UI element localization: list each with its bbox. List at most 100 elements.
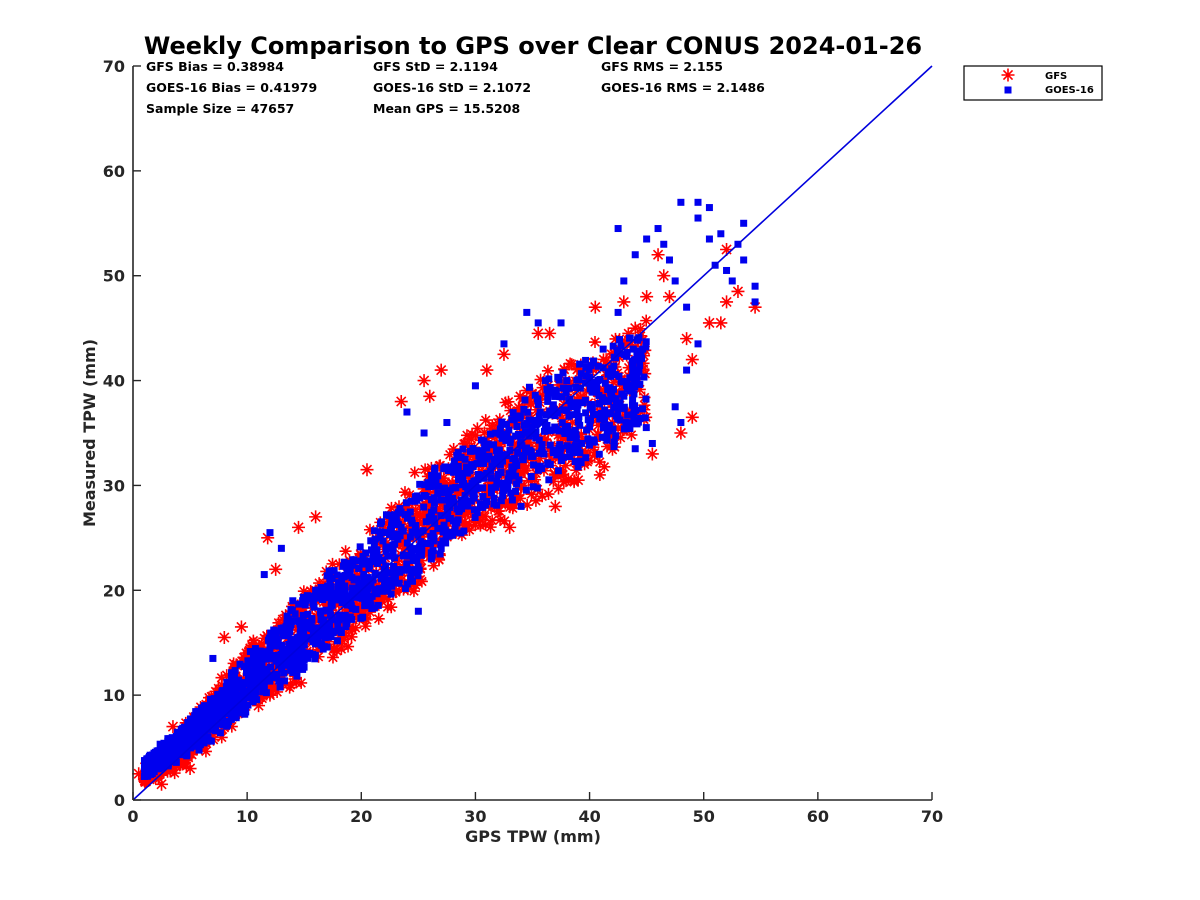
goes-point: [563, 429, 571, 437]
goes-point: [402, 585, 410, 593]
goes-point: [389, 533, 397, 541]
goes-point: [406, 508, 414, 516]
goes-point: [406, 543, 414, 551]
goes-point: [626, 425, 634, 433]
goes-point: [304, 624, 312, 632]
goes-point: [390, 511, 398, 519]
goes-point: [323, 643, 331, 651]
goes-point: [454, 462, 462, 470]
goes-point: [450, 457, 458, 465]
goes-point: [631, 402, 639, 410]
gfs-point: [640, 314, 653, 327]
goes-point: [359, 613, 367, 621]
goes-point: [610, 438, 618, 446]
goes-point: [175, 745, 183, 753]
gfs-point: [297, 585, 310, 598]
gfs-legend-asterisk: [1001, 68, 1015, 82]
goes-point: [247, 691, 255, 699]
gfs-point: [132, 767, 146, 781]
y-tick-label: 70: [103, 57, 125, 76]
goes-point: [631, 251, 639, 259]
goes-point: [226, 682, 234, 690]
goes-point: [476, 471, 484, 479]
goes-point: [620, 425, 628, 433]
goes-point: [586, 423, 594, 431]
goes-point: [269, 672, 277, 680]
gfs-point: [405, 520, 418, 533]
goes-point: [203, 721, 211, 729]
gfs-point: [339, 545, 352, 558]
goes-point: [286, 625, 294, 633]
goes-point: [544, 426, 552, 434]
goes-point: [160, 745, 168, 753]
goes-point: [317, 607, 325, 615]
goes-point: [174, 740, 182, 748]
gfs-bias-stat: GFS Bias = 0.38984: [146, 59, 284, 74]
goes-point: [578, 439, 586, 447]
goes-point: [405, 552, 413, 560]
goes-point: [278, 641, 286, 649]
goes-point: [452, 484, 460, 492]
goes-point: [505, 426, 513, 434]
gfs-point: [360, 463, 374, 477]
goes-point: [427, 555, 435, 563]
gfs-point: [364, 606, 377, 619]
gfs-point: [433, 515, 446, 528]
goes-point: [683, 366, 691, 374]
goes-point: [250, 654, 258, 662]
gfs-point: [309, 510, 323, 524]
goes-point: [464, 487, 472, 495]
goes-point: [584, 435, 592, 443]
goes-point: [414, 563, 422, 571]
gfs-point: [548, 499, 562, 513]
goes-point: [352, 605, 360, 613]
goes-point: [430, 499, 438, 507]
goes-point: [230, 672, 238, 680]
goes-point: [309, 600, 317, 608]
goes-point: [312, 640, 320, 648]
goes-point: [723, 266, 731, 274]
goes-point: [140, 772, 148, 780]
gfs-point: [327, 620, 340, 633]
goes-point: [506, 446, 514, 454]
goes-point: [573, 407, 581, 415]
goes-point: [582, 372, 590, 380]
goes-legend-square: [1004, 86, 1012, 94]
goes-point: [576, 457, 584, 465]
gfs-point: [409, 503, 422, 516]
gfs-point: [578, 447, 591, 460]
goes-point: [694, 340, 702, 348]
goes-point: [162, 759, 170, 767]
goes-point: [283, 661, 291, 669]
goes-point: [492, 483, 500, 491]
gfs-point: [227, 657, 240, 670]
goes-point: [572, 435, 580, 443]
goes-point: [192, 725, 200, 733]
gfs-point: [613, 351, 626, 364]
gfs-point: [215, 731, 228, 744]
goes-point: [546, 407, 554, 415]
gfs-point: [514, 492, 527, 505]
goes-point: [535, 418, 543, 426]
goes-point: [288, 606, 296, 614]
goes-point: [355, 564, 363, 572]
goes-point: [365, 564, 373, 572]
goes-point: [204, 733, 212, 741]
goes-point: [504, 485, 512, 493]
goes-point: [414, 607, 422, 615]
legend-gfs-label: GFS: [1045, 71, 1067, 82]
gfs-point: [593, 456, 606, 469]
gfs-point: [485, 422, 498, 435]
gfs-point: [685, 353, 699, 367]
goes-point: [324, 582, 332, 590]
goes-point: [476, 455, 484, 463]
gfs-point: [530, 403, 543, 416]
goes-point: [255, 675, 263, 683]
goes-point: [705, 235, 713, 243]
goes-point: [289, 597, 297, 605]
gfs-point: [545, 453, 558, 466]
x-tick-label: 10: [236, 807, 258, 826]
goes-point: [358, 594, 366, 602]
goes-point: [546, 441, 554, 449]
